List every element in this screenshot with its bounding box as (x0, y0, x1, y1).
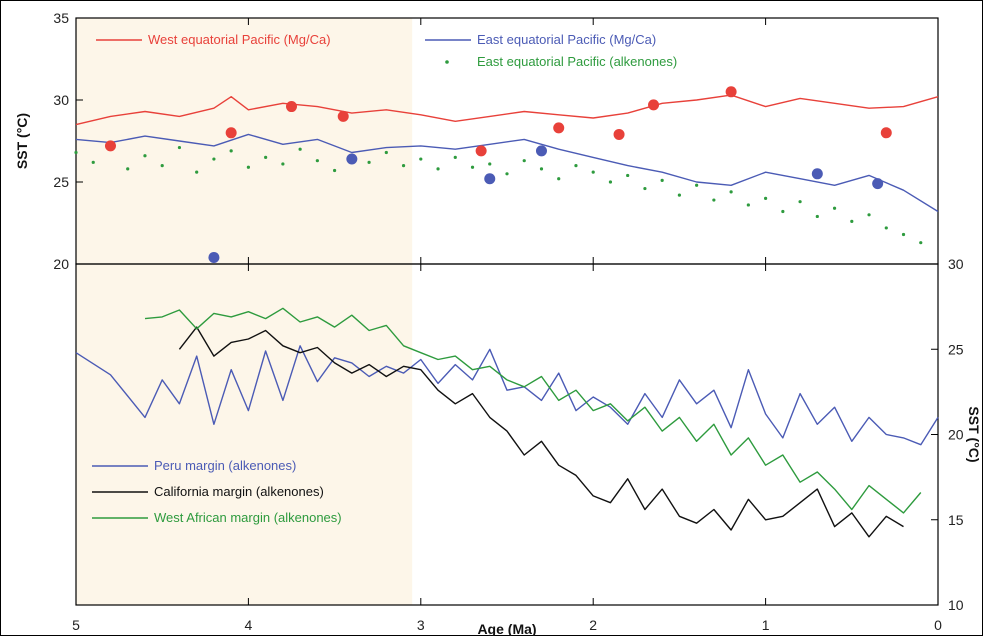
series-line-west-equatorial-pacific-mg-ca (75, 94, 939, 126)
scatter-point-east-equatorial-pacific-alkenones (850, 219, 854, 223)
y-tick-label-left: 20 (53, 256, 69, 272)
scatter-point-east-equatorial-pacific-alkenones (901, 232, 906, 237)
scatter-point-east-equatorial-pacific-alkenones (488, 162, 492, 166)
scatter-point-east-equatorial-pacific-alkenones (160, 164, 164, 168)
sample-point-west-equatorial-pacific-mg-ca-samples (286, 101, 297, 113)
x-tick-label: 2 (589, 617, 597, 633)
series-line-east-equatorial-pacific-mg-ca (75, 133, 939, 213)
scatter-point-east-equatorial-pacific-alkenones (695, 183, 699, 187)
y-tick-label-right: 25 (948, 341, 964, 357)
y-tick-label-right: 30 (948, 256, 964, 272)
scatter-point-east-equatorial-pacific-alkenones (815, 214, 819, 219)
scatter-point-east-equatorial-pacific-alkenones (867, 213, 871, 217)
scatter-point-east-equatorial-pacific-alkenones (419, 157, 423, 161)
sample-point-east-equatorial-pacific-mg-ca-samples (535, 145, 547, 157)
x-tick-label: 1 (762, 617, 770, 633)
scatter-point-east-equatorial-pacific-alkenones (264, 155, 268, 159)
scatter-point-east-equatorial-pacific-alkenones (281, 162, 285, 166)
scatter-point-east-equatorial-pacific-alkenones (436, 167, 440, 171)
x-axis-title: Age (Ma) (477, 621, 536, 636)
y-tick-label-left: 35 (53, 10, 69, 26)
scatter-point-east-equatorial-pacific-alkenones (367, 160, 371, 164)
sample-point-west-equatorial-pacific-mg-ca-samples (725, 86, 737, 98)
shaded-interval (76, 18, 413, 605)
scatter-point-east-equatorial-pacific-alkenones (470, 165, 475, 169)
scatter-point-east-equatorial-pacific-alkenones (74, 150, 78, 155)
sample-point-west-equatorial-pacific-mg-ca-samples (475, 145, 487, 157)
scatter-point-east-equatorial-pacific-alkenones (384, 150, 388, 155)
scatter-point-east-equatorial-pacific-alkenones (660, 178, 664, 182)
scatter-point-east-equatorial-pacific-alkenones (832, 206, 837, 210)
scatter-point-east-equatorial-pacific-alkenones (229, 149, 233, 153)
y-tick-label-right: 20 (948, 427, 964, 443)
scatter-point-east-equatorial-pacific-alkenones (333, 168, 337, 173)
scatter-point-east-equatorial-pacific-alkenones (729, 190, 733, 194)
legend-label-california-margin-alkenones: California margin (alkenones) (154, 484, 324, 499)
scatter-point-east-equatorial-pacific-alkenones (91, 160, 95, 164)
sample-point-west-equatorial-pacific-mg-ca-samples (104, 140, 116, 152)
legend-label-east-equatorial-pacific-alkenones: East equatorial Pacific (alkenones) (477, 54, 677, 69)
scatter-point-east-equatorial-pacific-alkenones (712, 198, 716, 202)
sample-point-east-equatorial-pacific-mg-ca-samples (484, 173, 496, 185)
scatter-point-east-equatorial-pacific-alkenones (126, 167, 130, 171)
sample-point-west-equatorial-pacific-mg-ca-samples (880, 127, 892, 139)
scatter-point-east-equatorial-pacific-alkenones (212, 157, 216, 161)
sample-point-west-equatorial-pacific-mg-ca-samples (225, 127, 237, 139)
scatter-point-east-equatorial-pacific-alkenones (453, 155, 457, 159)
x-tick-label: 0 (934, 617, 942, 633)
legend-label-peru-margin-alkenones: Peru margin (alkenones) (154, 458, 296, 473)
legend-swatch-east-equatorial-pacific-alkenones (445, 60, 449, 64)
legend-label-west-african-margin-alkenones: West African margin (alkenones) (154, 510, 342, 525)
scatter-point-east-equatorial-pacific-alkenones (919, 241, 923, 245)
y-tick-label-right: 10 (948, 597, 964, 613)
scatter-point-east-equatorial-pacific-alkenones (246, 165, 250, 169)
sample-point-east-equatorial-pacific-mg-ca-samples (208, 251, 220, 263)
scatter-point-east-equatorial-pacific-alkenones (764, 196, 768, 200)
scatter-point-east-equatorial-pacific-alkenones (884, 226, 888, 230)
scatter-point-east-equatorial-pacific-alkenones (539, 167, 544, 171)
legend-label-west-equatorial-pacific-mg-ca: West equatorial Pacific (Mg/Ca) (148, 32, 331, 47)
y-axis-title-bottom: SST (°C) (966, 406, 982, 462)
scatter-point-east-equatorial-pacific-alkenones (798, 200, 802, 204)
scatter-point-east-equatorial-pacific-alkenones (608, 180, 613, 184)
y-tick-label-right: 15 (948, 512, 964, 528)
sample-point-west-equatorial-pacific-mg-ca-samples (553, 122, 565, 134)
y-tick-label-left: 30 (53, 92, 69, 108)
scatter-point-east-equatorial-pacific-alkenones (746, 203, 750, 207)
sample-point-west-equatorial-pacific-mg-ca-samples (613, 128, 625, 140)
scatter-point-east-equatorial-pacific-alkenones (781, 209, 785, 214)
scatter-point-east-equatorial-pacific-alkenones (557, 177, 561, 181)
series-line-west-african-margin-alkenones (144, 307, 922, 514)
y-axis-title-top: SST (°C) (14, 113, 30, 169)
sample-point-west-equatorial-pacific-mg-ca-samples (337, 110, 349, 122)
scatter-point-east-equatorial-pacific-alkenones (643, 186, 647, 191)
scatter-point-east-equatorial-pacific-alkenones (522, 159, 526, 163)
legend-label-east-equatorial-pacific-mg-ca: East equatorial Pacific (Mg/Ca) (477, 32, 656, 47)
scatter-point-east-equatorial-pacific-alkenones (143, 154, 147, 158)
x-tick-label: 4 (245, 617, 253, 633)
scatter-point-east-equatorial-pacific-alkenones (177, 145, 182, 150)
scatter-point-east-equatorial-pacific-alkenones (591, 170, 595, 174)
series-line-california-margin-alkenones (178, 326, 904, 538)
sample-point-east-equatorial-pacific-mg-ca-samples (872, 178, 884, 190)
scatter-point-east-equatorial-pacific-alkenones (505, 172, 509, 176)
scatter-point-east-equatorial-pacific-alkenones (315, 159, 319, 163)
scatter-point-east-equatorial-pacific-alkenones (677, 193, 682, 197)
x-tick-label: 3 (417, 617, 425, 633)
scatter-point-east-equatorial-pacific-alkenones (574, 164, 578, 168)
scatter-point-east-equatorial-pacific-alkenones (401, 164, 406, 168)
sample-point-west-equatorial-pacific-mg-ca-samples (648, 99, 660, 111)
scatter-point-east-equatorial-pacific-alkenones (195, 170, 199, 174)
scatter-point-east-equatorial-pacific-alkenones (626, 173, 630, 178)
scatter-point-east-equatorial-pacific-alkenones (298, 147, 302, 151)
sample-point-east-equatorial-pacific-mg-ca-samples (811, 168, 823, 180)
y-tick-label-left: 25 (53, 174, 69, 190)
x-tick-label: 5 (72, 617, 80, 633)
sample-point-east-equatorial-pacific-mg-ca-samples (346, 153, 358, 165)
